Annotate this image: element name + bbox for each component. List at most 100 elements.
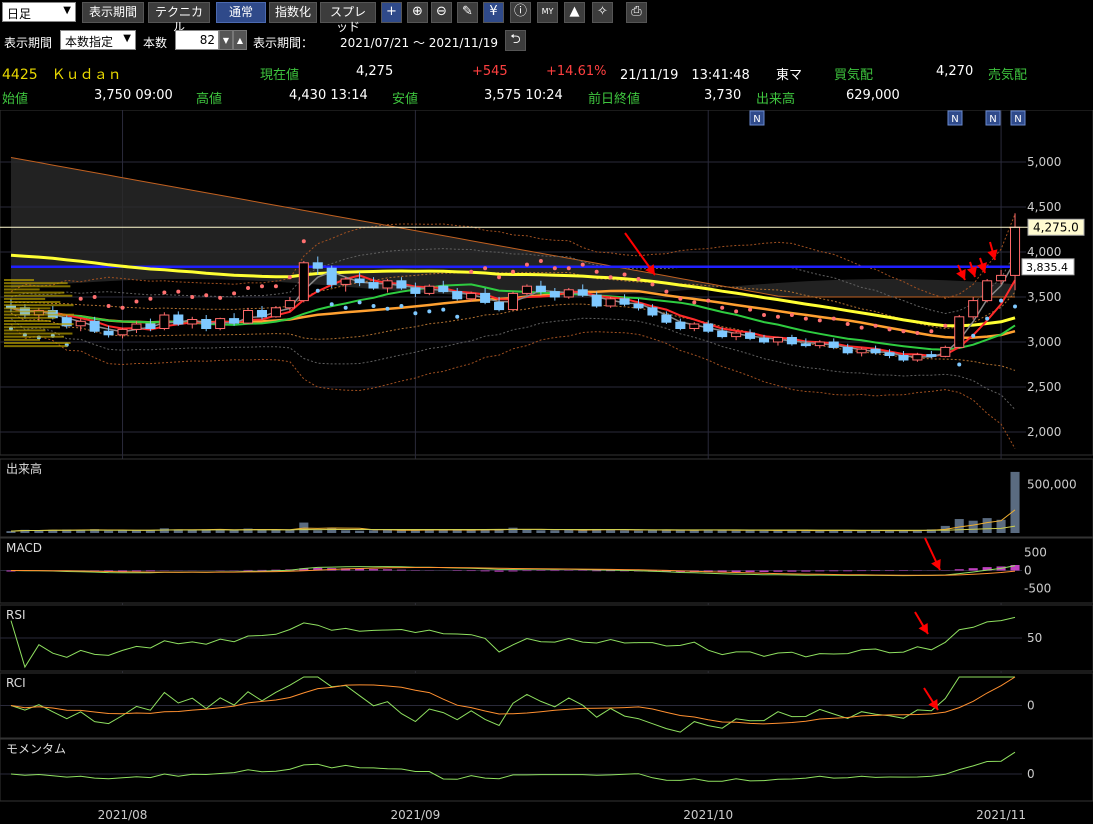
my-chart-icon[interactable]: MY (537, 2, 558, 23)
sar-dot (232, 291, 237, 296)
candle-body (577, 289, 588, 296)
volume-profile-bar (4, 329, 46, 332)
sar-dot (399, 304, 404, 308)
sar-dot (343, 305, 348, 310)
volume-bar (424, 529, 434, 533)
candle-body (507, 292, 519, 311)
candle-body (312, 262, 323, 269)
count-input[interactable]: 82 (175, 30, 219, 50)
price-change: +545 (472, 64, 508, 79)
volume-value: 629,000 (846, 88, 900, 103)
volume-bar (536, 530, 546, 533)
rsi-tick-label: 50 (1027, 631, 1042, 645)
range-label: 表示期間： (253, 36, 314, 50)
candle-body (703, 323, 714, 332)
volume-bar (689, 530, 699, 533)
candle-body (814, 341, 825, 347)
macd-histogram-bar (369, 569, 379, 571)
price-tick-label: 4,000 (1027, 245, 1061, 259)
display-period-button[interactable]: 表示期間 (82, 2, 144, 23)
macd-histogram-bar (773, 570, 783, 572)
macd-histogram-bar (508, 570, 518, 572)
sar-dot (734, 309, 739, 314)
spread-mode-button[interactable]: スプレッド (320, 2, 376, 34)
candle-body (354, 278, 365, 284)
candle-body (675, 321, 686, 329)
volume-profile-bar (4, 313, 74, 316)
volume-bar (801, 531, 811, 533)
sar-dot (301, 239, 306, 244)
candle-body (480, 292, 491, 303)
macd-histogram-bar (857, 570, 867, 572)
sar-dot (134, 299, 139, 304)
index-mode-button[interactable]: 指数化 (269, 2, 317, 23)
info-icon[interactable]: ⓘ (510, 2, 531, 23)
x-tick-label: 2021/08 (98, 808, 148, 822)
period-mode-select[interactable]: 本数指定 ▼ (60, 30, 136, 50)
count-up-icon[interactable]: ▲ (233, 30, 247, 50)
volume-profile-bar (4, 338, 40, 341)
technical-button[interactable]: テクニカル (148, 2, 210, 34)
sar-dot (287, 275, 292, 280)
news-marker: N (1010, 110, 1026, 126)
band-upper-line (11, 271, 1016, 330)
news-marker-label: N (753, 114, 760, 125)
volume-bar (857, 530, 867, 533)
wrench-icon[interactable]: ✧ (592, 2, 613, 23)
zoom-in-icon[interactable]: ⊕ (407, 2, 428, 23)
volume-bar (201, 529, 211, 533)
candle-body (75, 320, 86, 327)
volume-bar (1010, 471, 1020, 533)
macd-histogram-bar (759, 570, 769, 572)
sar-dot (120, 305, 125, 310)
prev-close-label: 前日終値 (588, 92, 641, 107)
momentum-line (10, 751, 1016, 782)
candle-body (159, 314, 170, 329)
volume-bar (508, 527, 518, 533)
sar-dot (915, 331, 920, 335)
period-type-select[interactable]: 日足 ▼ (2, 2, 76, 22)
candle-body (298, 262, 309, 302)
crosshair-icon[interactable]: + (381, 2, 402, 23)
volume-profile-bar (4, 323, 74, 326)
macd-histogram-bar (522, 570, 532, 572)
stock-chart[interactable]: 4,275.0 3,835.4 出来高 MACD RSI RCI モメンタム 500,000… (0, 110, 1093, 824)
count-down-icon[interactable]: ▼ (219, 30, 233, 50)
macd-histogram-bar (815, 570, 825, 572)
prev-close-value: 3,730 (704, 88, 742, 103)
macd-histogram-bar (592, 570, 602, 572)
sar-dot (608, 275, 613, 280)
volume-bar (34, 530, 44, 533)
candle-body (800, 343, 811, 347)
candle-body (284, 300, 295, 309)
macd-histogram-bar (313, 567, 323, 571)
news-marker: N (947, 110, 963, 126)
volume-bar (131, 530, 142, 533)
candle-body (145, 323, 156, 329)
candle-body (187, 319, 198, 325)
candle-body (731, 332, 742, 338)
band-upper-line (10, 213, 1016, 299)
annotation-arrow-head (645, 264, 655, 275)
area-chart-icon[interactable]: ▲ (564, 2, 585, 23)
news-marker: N (985, 110, 1001, 126)
sar-dot (859, 325, 864, 330)
zoom-out-icon[interactable]: ⊖ (431, 2, 452, 23)
sar-dot (985, 316, 990, 321)
print-icon[interactable]: ⎙ (626, 2, 647, 23)
macd-tick-label: 500 (1024, 545, 1047, 559)
candle-body (926, 354, 937, 357)
yen-icon[interactable]: ¥ (483, 2, 504, 23)
volume-bar (271, 529, 281, 533)
normal-mode-button[interactable]: 通常 (216, 2, 266, 23)
pen-icon[interactable]: ✎ (457, 2, 478, 23)
sar-dot (748, 307, 753, 312)
volume-bar (480, 529, 490, 533)
reset-return-icon[interactable]: ⮌ (505, 30, 526, 51)
volume-bar (20, 529, 30, 533)
volume-profile-bar (4, 345, 68, 348)
volume-bar (48, 529, 58, 533)
candle-body (619, 298, 630, 305)
candle-body (424, 285, 435, 294)
candle-body (438, 285, 449, 293)
